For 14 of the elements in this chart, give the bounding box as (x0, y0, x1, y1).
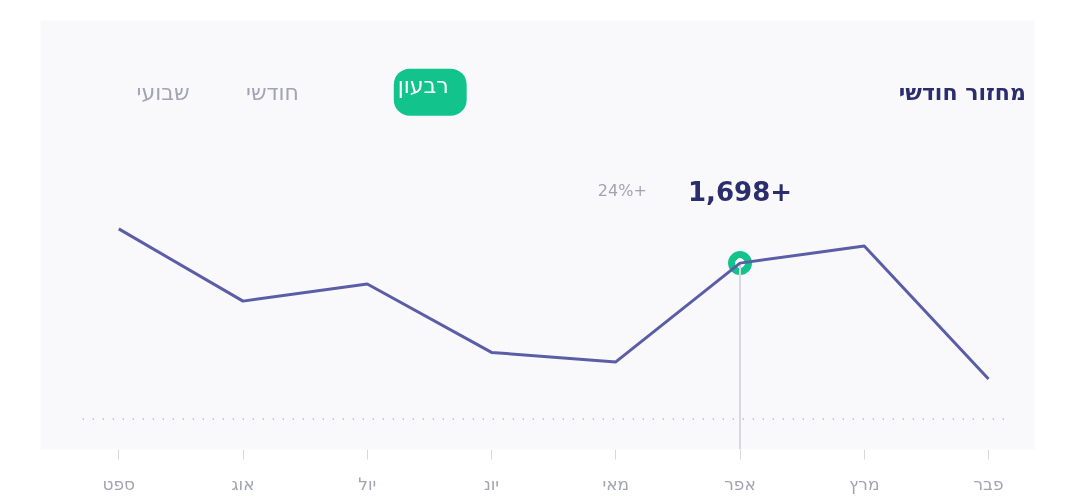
text: שבועי (136, 79, 190, 105)
x-tick-label: פבר (973, 473, 1004, 494)
x-tick-label: אפר (724, 473, 756, 494)
x-tick-label: יול (358, 473, 377, 494)
x-tick-label: ספט (102, 473, 136, 494)
x-tick-label: אוג (231, 473, 255, 494)
x-tick-label: מרץ (849, 473, 880, 494)
text: 24%+ (597, 181, 647, 201)
text: רבעון (397, 72, 449, 98)
x-tick-label: יונ (483, 473, 500, 494)
text: חודשי (246, 79, 299, 105)
chart-title: מחזור חודשי (898, 79, 1026, 105)
x-tick-label: מאי (602, 473, 630, 494)
annotation: 1,698+ (688, 176, 793, 207)
